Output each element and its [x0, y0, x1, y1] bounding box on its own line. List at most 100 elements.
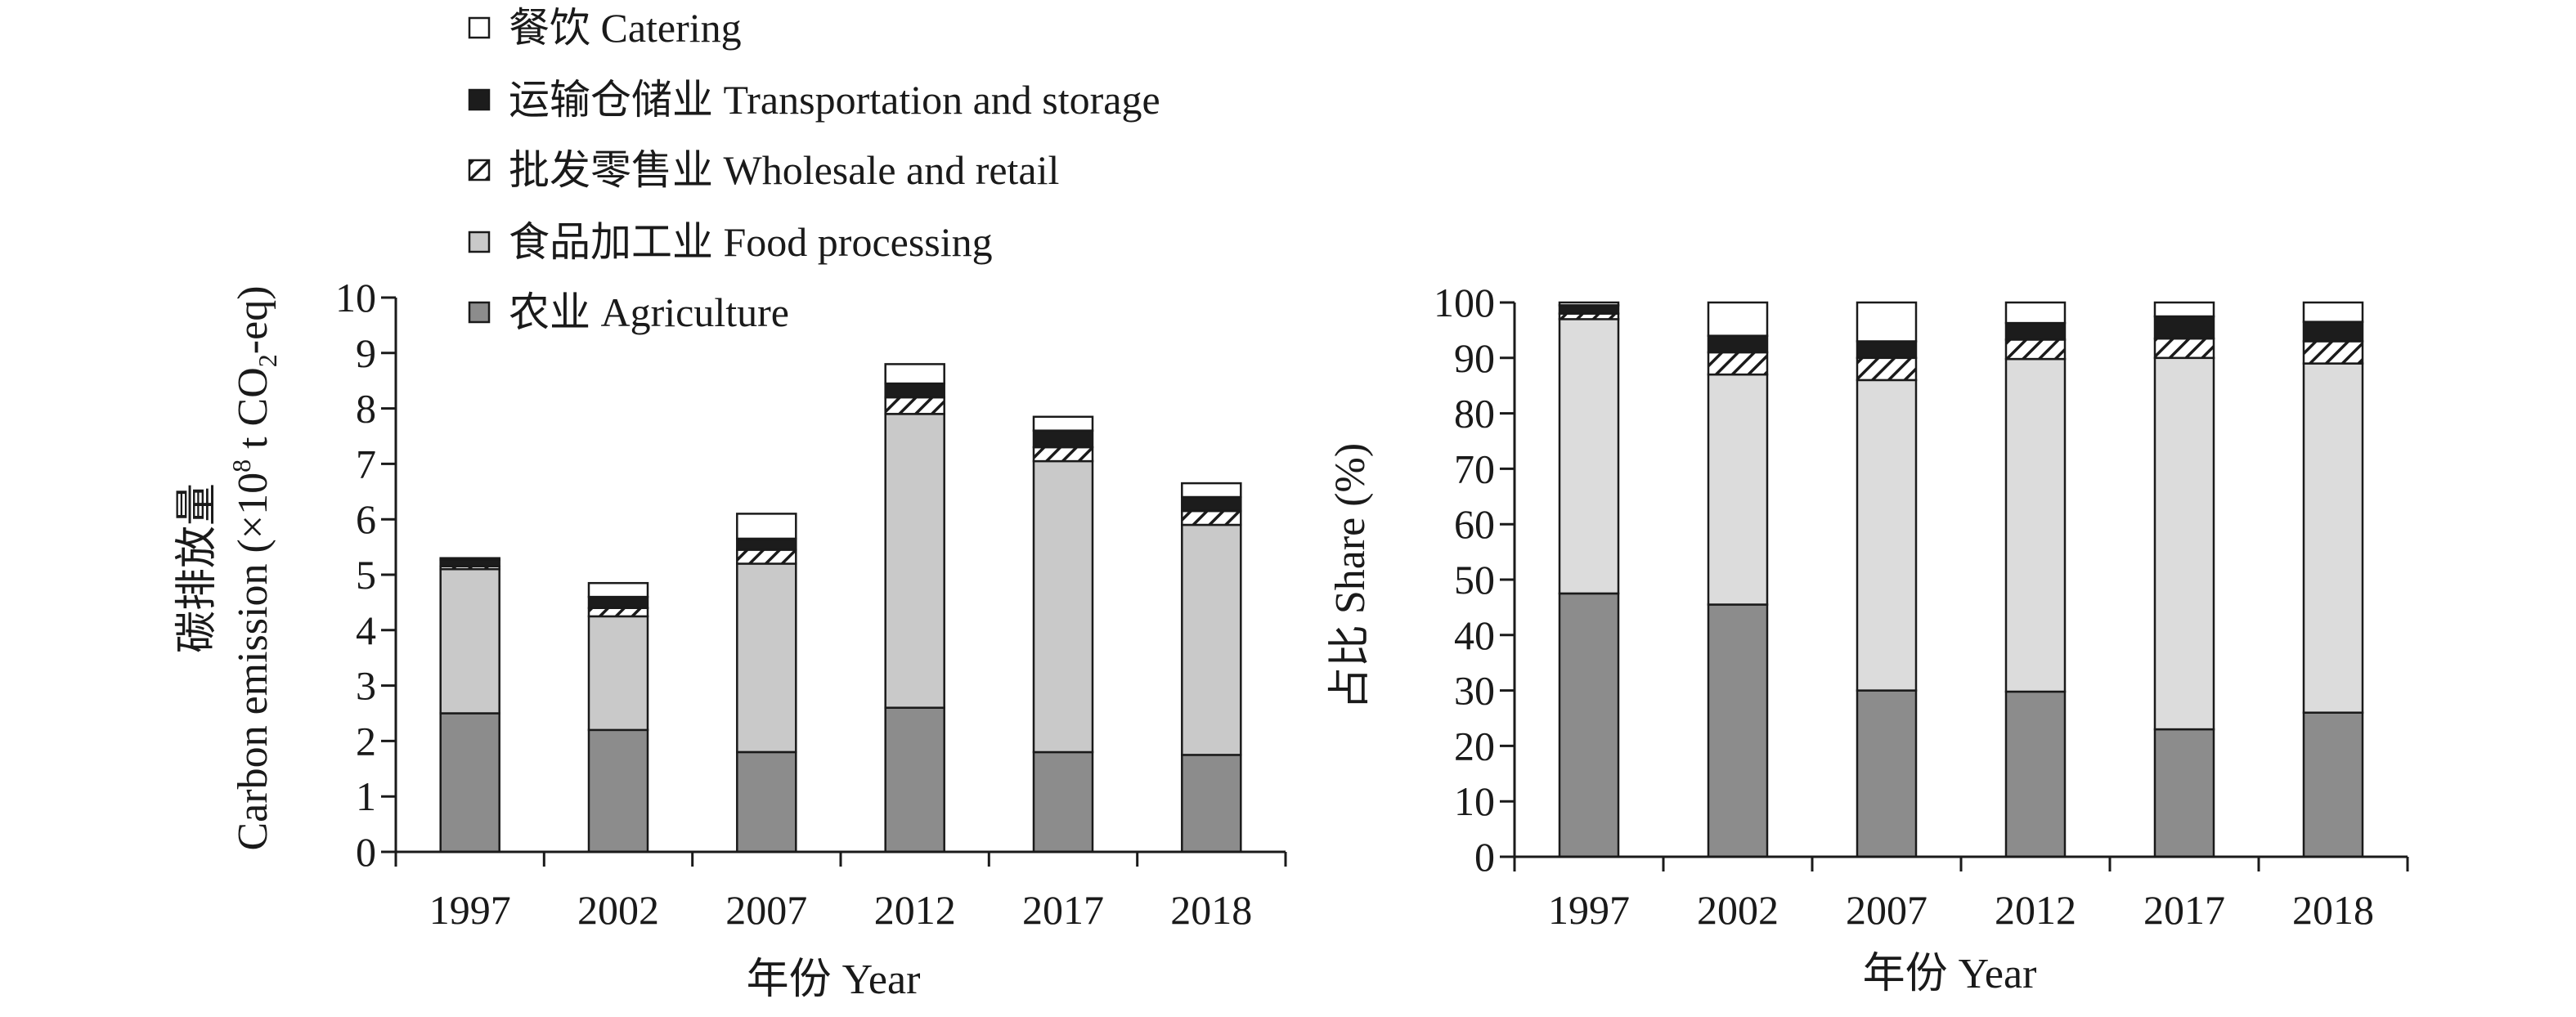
bar-agriculture-2002 — [587, 728, 649, 853]
x-tick-label: 2007 — [725, 887, 807, 933]
right-y-axis-title-text: 占比 Share (%) — [1327, 443, 1374, 710]
y-tick-label: 9 — [356, 330, 376, 376]
bar-transportation-storage-1997 — [1558, 304, 1620, 315]
y-tick-label: 90 — [1454, 335, 1495, 381]
y-tick-label: 30 — [1454, 668, 1495, 714]
x-tick-label: 1997 — [1548, 887, 1630, 933]
legend-label-food-processing: 食品加工业 Food processing — [509, 219, 993, 265]
bar-food-processing-2017 — [2153, 356, 2215, 731]
left-x-axis-title: 年份 Year — [747, 957, 921, 1003]
left-y-axis-title-line2: Carbon emission (×108 t CO2-eq) — [227, 285, 282, 850]
bar-transportation-storage-2007 — [1856, 340, 1918, 360]
ylabel-suffix: -eq) — [230, 285, 276, 354]
y-tick-label: 0 — [1474, 834, 1495, 880]
bar-food-processing-1997 — [1558, 318, 1620, 595]
y-tick-label: 5 — [356, 552, 376, 598]
bar-wholesale-retail-2012 — [2004, 338, 2067, 361]
x-tick-label: 2012 — [874, 887, 956, 933]
bar-transportation-storage-2017 — [1032, 429, 1094, 449]
y-tick-label: 8 — [356, 386, 376, 432]
y-tick-label: 10 — [1454, 778, 1495, 824]
bar-food-processing-2012 — [884, 413, 945, 709]
y-tick-label: 4 — [356, 607, 376, 653]
y-tick-label: 40 — [1454, 612, 1495, 658]
left-chart: 1997 2002 2007 2012 2017 2018 0 1 2 3 4 5 6 7 8 9 10 — [335, 275, 1287, 933]
bar-agriculture-2018 — [2302, 711, 2364, 858]
bar-agriculture-2007 — [1856, 689, 1918, 858]
bar-catering-2007 — [1856, 301, 1918, 343]
legend-swatch-wholesale-retail — [468, 159, 491, 181]
bar-wholesale-retail-2018 — [2302, 340, 2364, 365]
bar-food-processing-2002 — [587, 615, 649, 732]
legend-swatch-food-processing — [468, 231, 491, 253]
y-tick-label: 50 — [1454, 557, 1495, 603]
bar-food-processing-2018 — [1181, 523, 1242, 756]
bar-transportation-storage-2012 — [2004, 321, 2067, 341]
bar-food-processing-2007 — [1856, 379, 1918, 692]
right-x-axis-title: 年份 Year — [1863, 951, 2037, 997]
ylabel-mid: t CO — [230, 367, 276, 459]
ylabel-sup: 8 — [227, 459, 256, 473]
bar-food-processing-2002 — [1707, 373, 1769, 606]
x-tick-label: 2002 — [1697, 887, 1779, 933]
bar-wholesale-retail-2002 — [1707, 351, 1769, 376]
y-tick-label: 80 — [1454, 391, 1495, 437]
bar-transportation-storage-2017 — [2153, 315, 2215, 340]
legend-swatch-transportation-storage — [468, 88, 491, 111]
left-y-axis-title-2: Carbon emission (×108 t CO2-eq) — [227, 285, 282, 850]
bar-transportation-storage-2002 — [587, 595, 649, 609]
right-y-axis-title: 占比 Share (%) — [1327, 443, 1374, 710]
bar-agriculture-2007 — [736, 750, 797, 853]
bar-agriculture-2012 — [2004, 690, 2067, 858]
bar-wholesale-retail-2018 — [1181, 509, 1242, 526]
y-tick-label: 2 — [356, 718, 376, 764]
bar-agriculture-2017 — [2153, 728, 2215, 858]
legend-label-catering: 餐饮 Catering — [509, 5, 742, 51]
y-tick-label: 60 — [1454, 501, 1495, 547]
ylabel-sub: 2 — [253, 354, 282, 367]
bar-transportation-storage-2012 — [884, 382, 945, 399]
y-tick-label: 70 — [1454, 446, 1495, 491]
bar-catering-2002 — [587, 581, 649, 598]
bar-catering-2012 — [884, 363, 945, 385]
y-tick-label: 10 — [335, 275, 376, 320]
bar-agriculture-2018 — [1181, 754, 1242, 853]
y-tick-label: 20 — [1454, 723, 1495, 768]
bar-agriculture-2002 — [1707, 603, 1769, 858]
legend-label-agriculture: 农业 Agriculture — [509, 289, 789, 335]
bar-agriculture-2017 — [1032, 750, 1094, 853]
bar-transportation-storage-2002 — [1707, 334, 1769, 354]
bar-transportation-storage-2007 — [736, 537, 797, 551]
bar-food-processing-2012 — [2004, 357, 2067, 693]
right-chart: 1997 2002 2007 2012 2017 2018 0 10 20 30 40 50 60 70 8… — [1434, 280, 2409, 933]
bar-catering-2018 — [2302, 301, 2364, 323]
x-tick-label: 2018 — [2292, 887, 2374, 933]
bar-food-processing-2007 — [736, 562, 797, 754]
y-tick-label: 7 — [356, 441, 376, 486]
x-tick-label: 2012 — [1995, 887, 2076, 933]
left-y-axis-title: 碳排放量 — [174, 483, 221, 653]
bar-agriculture-1997 — [439, 712, 500, 853]
bar-wholesale-retail-2017 — [2153, 337, 2215, 360]
y-tick-label: 3 — [356, 663, 376, 709]
legend-swatch-agriculture — [468, 301, 491, 324]
left-y-axis-title-line1: 碳排放量 — [174, 483, 221, 653]
bar-catering-2017 — [2153, 301, 2215, 318]
bar-catering-1997 — [439, 557, 500, 561]
legend-label-transportation-storage: 运输仓储业 Transportation and storage — [509, 77, 1160, 123]
y-tick-label: 6 — [356, 496, 376, 542]
bar-agriculture-2012 — [884, 706, 945, 853]
bar-catering-2002 — [1707, 301, 1769, 337]
x-tick-label: 2017 — [2143, 887, 2225, 933]
bar-wholesale-retail-2002 — [587, 607, 649, 618]
bar-wholesale-retail-2007 — [736, 549, 797, 565]
bar-catering-2007 — [736, 513, 797, 540]
y-tick-label: 0 — [356, 829, 376, 875]
bar-catering-2017 — [1032, 415, 1094, 432]
bar-food-processing-2018 — [2302, 362, 2364, 714]
x-tick-label: 2017 — [1022, 887, 1104, 933]
bar-wholesale-retail-2007 — [1856, 356, 1918, 382]
bar-transportation-storage-2018 — [2302, 320, 2364, 343]
bar-food-processing-1997 — [439, 567, 500, 715]
